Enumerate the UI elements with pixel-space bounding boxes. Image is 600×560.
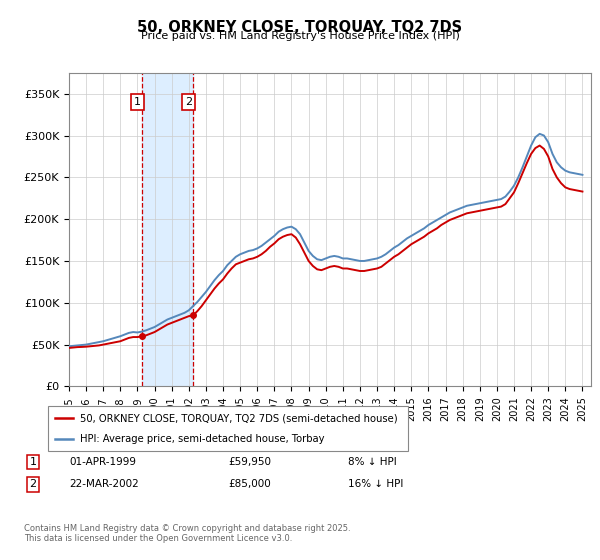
Text: 2: 2 <box>185 97 192 107</box>
Text: £85,000: £85,000 <box>228 479 271 489</box>
Text: 01-APR-1999: 01-APR-1999 <box>69 457 136 467</box>
FancyBboxPatch shape <box>48 406 408 451</box>
Text: Price paid vs. HM Land Registry's House Price Index (HPI): Price paid vs. HM Land Registry's House … <box>140 31 460 41</box>
Text: 22-MAR-2002: 22-MAR-2002 <box>69 479 139 489</box>
Text: 1: 1 <box>29 457 37 467</box>
Text: 50, ORKNEY CLOSE, TORQUAY, TQ2 7DS (semi-detached house): 50, ORKNEY CLOSE, TORQUAY, TQ2 7DS (semi… <box>80 413 398 423</box>
Text: 2: 2 <box>29 479 37 489</box>
Text: 1: 1 <box>134 97 141 107</box>
Text: 8% ↓ HPI: 8% ↓ HPI <box>348 457 397 467</box>
Text: Contains HM Land Registry data © Crown copyright and database right 2025.
This d: Contains HM Land Registry data © Crown c… <box>24 524 350 543</box>
Text: £59,950: £59,950 <box>228 457 271 467</box>
Bar <box>142 73 193 386</box>
Text: 50, ORKNEY CLOSE, TORQUAY, TQ2 7DS: 50, ORKNEY CLOSE, TORQUAY, TQ2 7DS <box>137 20 463 35</box>
Text: 16% ↓ HPI: 16% ↓ HPI <box>348 479 403 489</box>
Text: HPI: Average price, semi-detached house, Torbay: HPI: Average price, semi-detached house,… <box>80 433 325 444</box>
